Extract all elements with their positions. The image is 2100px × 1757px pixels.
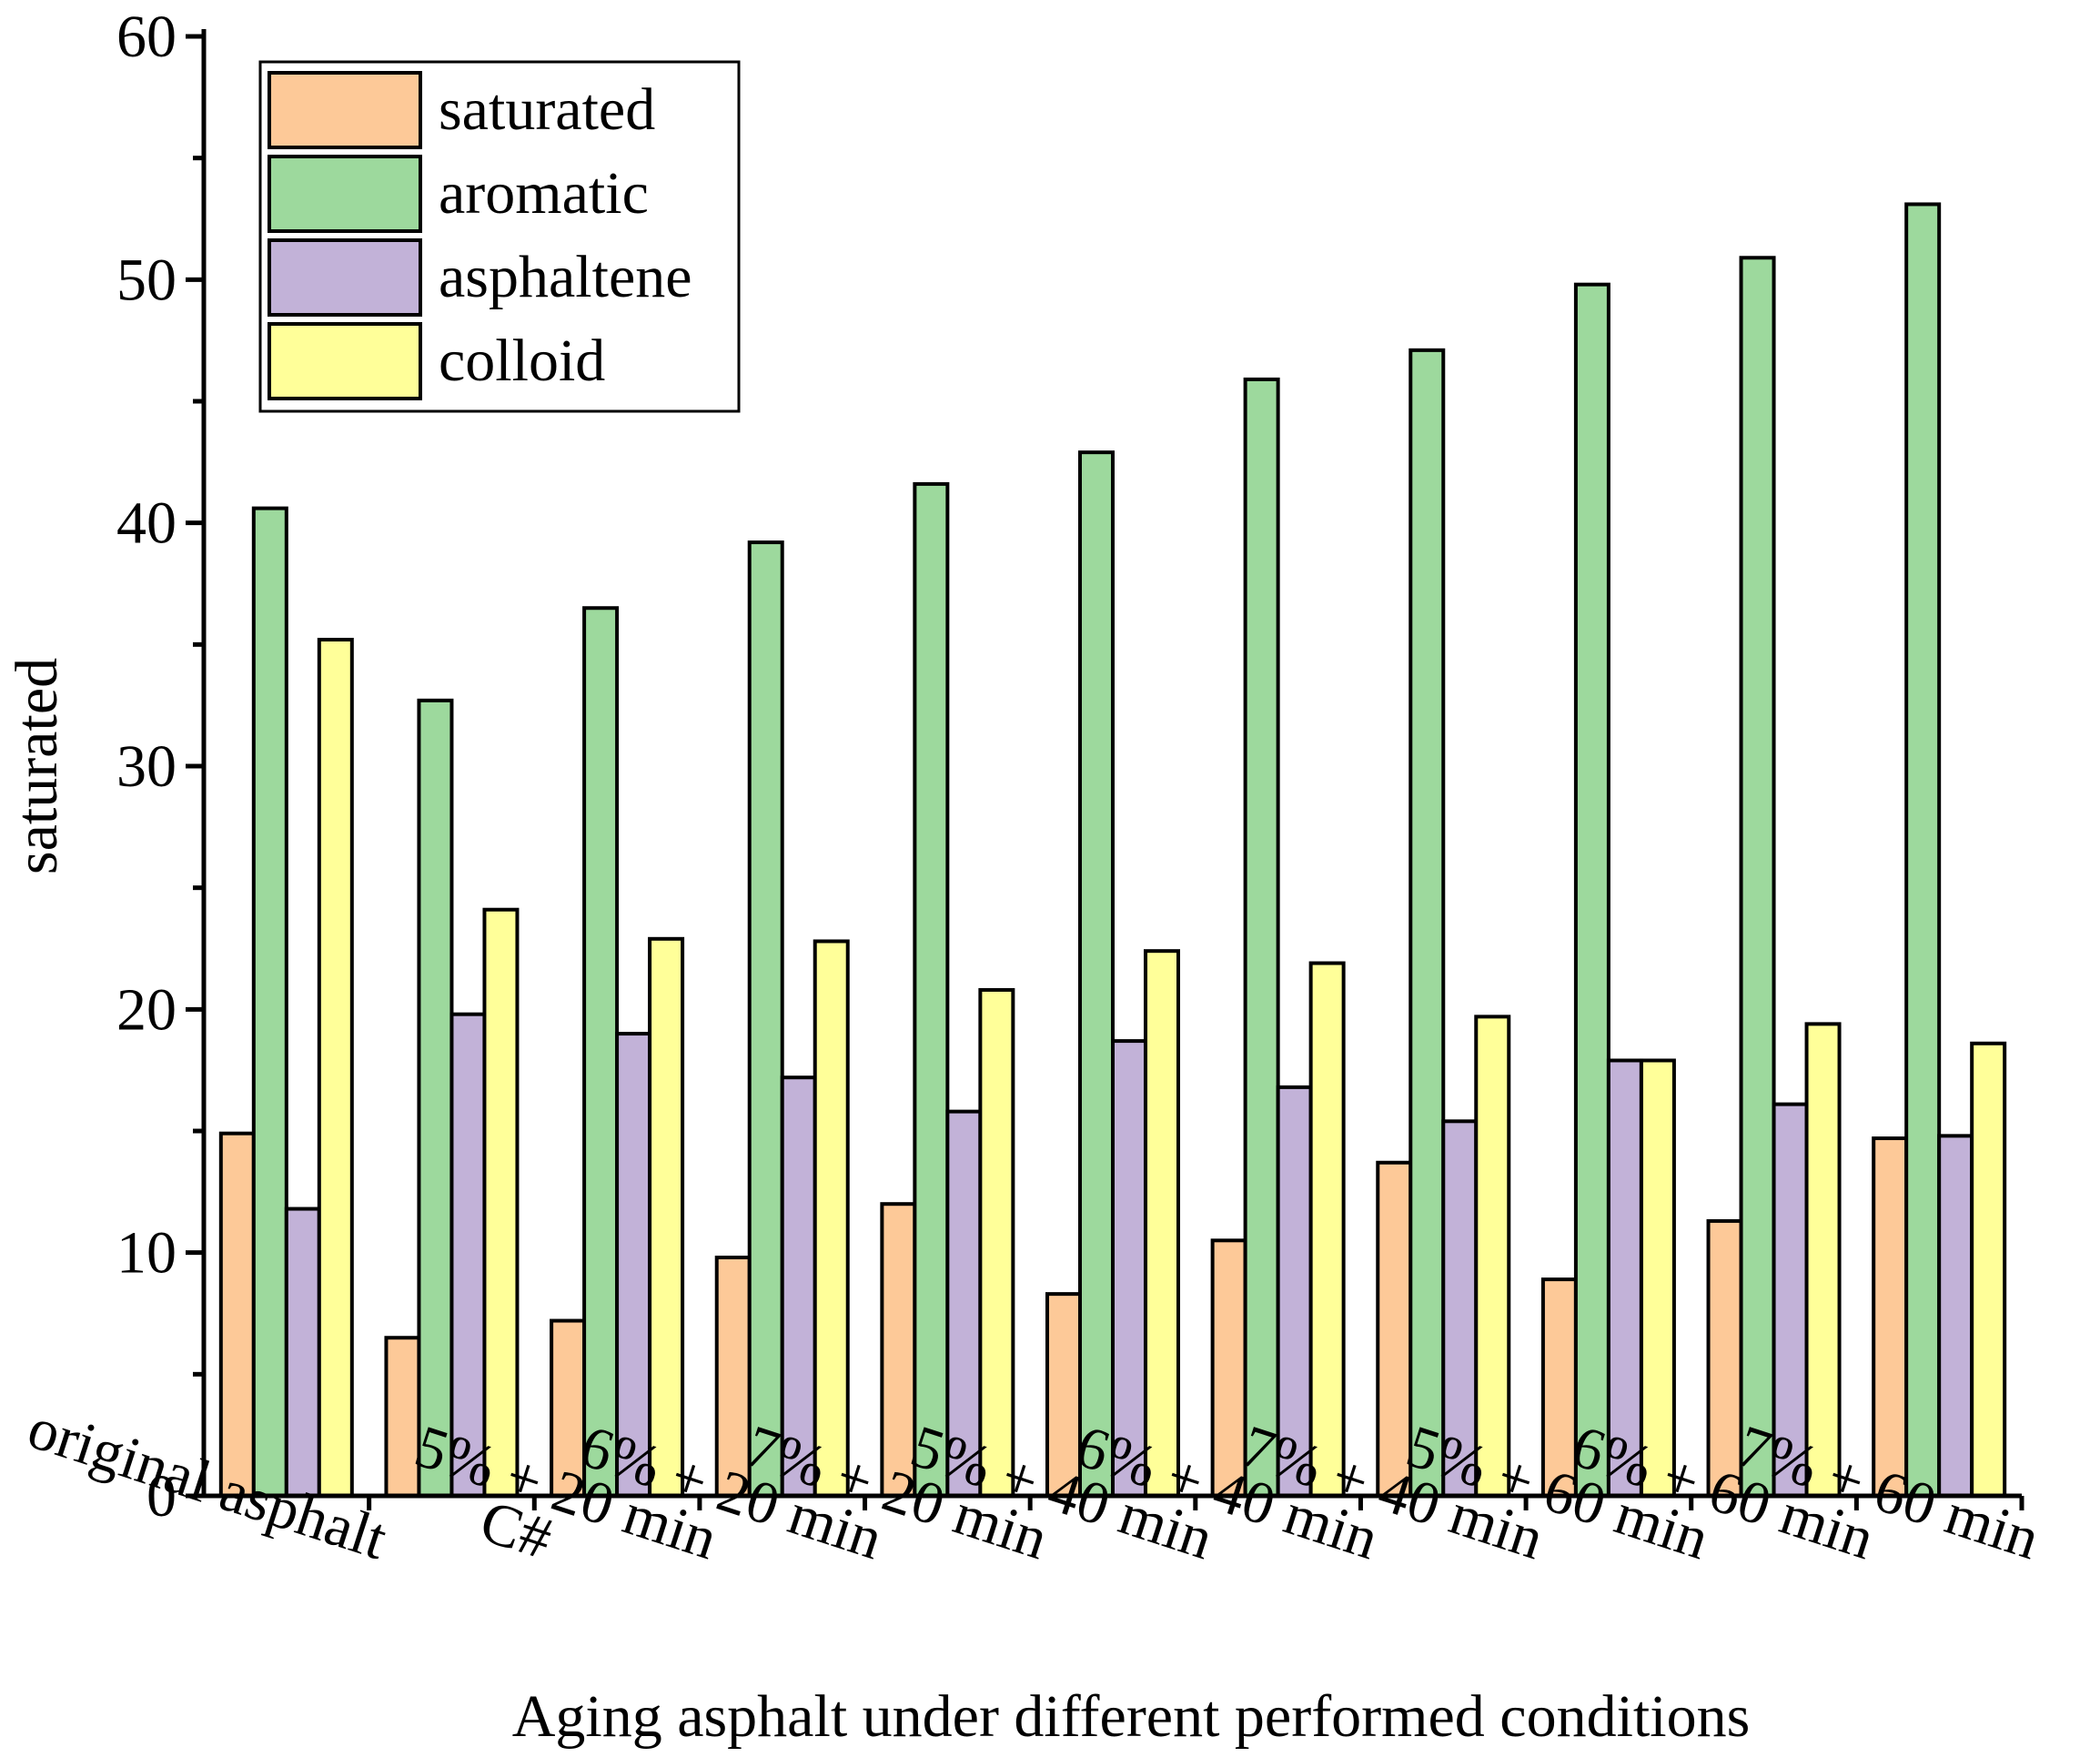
bar-aromatic-7 xyxy=(1408,348,1446,1498)
bar-colloid-5 xyxy=(1144,949,1180,1498)
legend-swatch-colloid xyxy=(268,322,422,400)
legend-swatch-asphaltene xyxy=(268,238,422,317)
legend-label-colloid: colloid xyxy=(439,328,605,394)
bars-layer xyxy=(218,202,2007,1499)
legend-label-saturated: saturated xyxy=(439,76,655,143)
bar-colloid-8 xyxy=(1639,1058,1676,1499)
bar-colloid-6 xyxy=(1308,961,1346,1499)
legend-swatch-saturated xyxy=(268,71,422,149)
bar-aromatic-8 xyxy=(1573,282,1610,1498)
bar-aromatic-2 xyxy=(582,606,620,1498)
y-tick-label: 60 xyxy=(116,4,177,70)
legend-label-aromatic: aromatic xyxy=(439,160,649,227)
bar-asphaltene-0 xyxy=(284,1207,321,1498)
legend-swatch-aromatic xyxy=(268,155,422,233)
bar-saturated-0 xyxy=(218,1131,256,1498)
legend-label-asphaltene: asphaltene xyxy=(439,244,692,310)
y-tick-label: 50 xyxy=(116,247,177,313)
bar-aromatic-3 xyxy=(747,540,784,1498)
bar-asphaltene-6 xyxy=(1276,1085,1313,1498)
bar-asphaltene-4 xyxy=(945,1109,983,1498)
bar-saturated-4 xyxy=(880,1202,917,1498)
bar-colloid-0 xyxy=(317,637,354,1498)
bar-asphaltene-7 xyxy=(1441,1119,1479,1498)
bar-colloid-9 xyxy=(1804,1022,1842,1498)
y-tick-label: 20 xyxy=(116,976,177,1043)
bar-aromatic-5 xyxy=(1078,450,1115,1498)
legend: saturated aromatic asphaltene colloid xyxy=(258,60,741,413)
bar-aromatic-4 xyxy=(913,481,950,1498)
bar-aromatic-1 xyxy=(417,698,454,1498)
bar-asphaltene-10 xyxy=(1937,1134,1974,1498)
bar-colloid-3 xyxy=(813,939,850,1498)
bar-colloid-1 xyxy=(482,907,520,1498)
bar-aromatic-6 xyxy=(1243,377,1280,1499)
bar-colloid-10 xyxy=(1970,1041,2007,1498)
bar-aromatic-9 xyxy=(1739,256,1776,1499)
bar-colloid-7 xyxy=(1474,1015,1511,1499)
bar-colloid-4 xyxy=(978,987,1015,1498)
y-tick-label: 30 xyxy=(116,733,177,800)
bar-saturated-7 xyxy=(1376,1160,1413,1498)
bar-saturated-10 xyxy=(1872,1136,1909,1499)
y-tick-label: 40 xyxy=(116,490,177,557)
axes-layer xyxy=(186,29,2024,1510)
x-axis-title: Aging asphalt under different performed … xyxy=(512,1683,1751,1750)
y-tick-label: 0 xyxy=(146,1463,177,1530)
y-axis-title: saturated xyxy=(4,658,70,874)
bar-aromatic-10 xyxy=(1904,202,1942,1499)
bar-aromatic-0 xyxy=(251,506,288,1498)
bar-colloid-2 xyxy=(648,936,685,1498)
bar-asphaltene-5 xyxy=(1111,1039,1147,1498)
y-tick-label: 10 xyxy=(116,1220,177,1287)
